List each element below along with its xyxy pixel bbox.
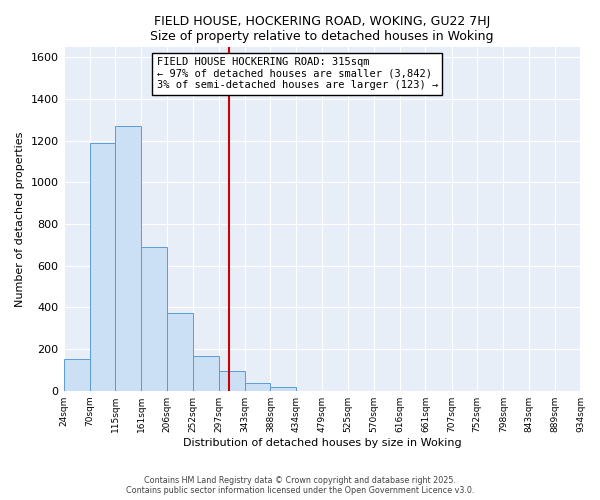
Bar xyxy=(142,247,167,390)
Bar xyxy=(218,371,245,390)
X-axis label: Distribution of detached houses by size in Woking: Distribution of detached houses by size … xyxy=(183,438,461,448)
Text: FIELD HOUSE HOCKERING ROAD: 315sqm
← 97% of detached houses are smaller (3,842)
: FIELD HOUSE HOCKERING ROAD: 315sqm ← 97%… xyxy=(157,58,438,90)
Title: FIELD HOUSE, HOCKERING ROAD, WOKING, GU22 7HJ
Size of property relative to detac: FIELD HOUSE, HOCKERING ROAD, WOKING, GU2… xyxy=(150,15,494,43)
Bar xyxy=(64,360,89,390)
Bar xyxy=(271,386,296,390)
Bar xyxy=(167,312,193,390)
Bar xyxy=(193,356,218,390)
Bar xyxy=(115,126,142,390)
Text: Contains HM Land Registry data © Crown copyright and database right 2025.
Contai: Contains HM Land Registry data © Crown c… xyxy=(126,476,474,495)
Bar xyxy=(245,384,271,390)
Y-axis label: Number of detached properties: Number of detached properties xyxy=(15,131,25,306)
Bar xyxy=(89,143,115,390)
